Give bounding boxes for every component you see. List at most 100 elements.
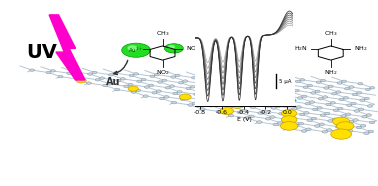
Text: $\mathrm{NO_2}$: $\mathrm{NO_2}$ bbox=[155, 68, 170, 77]
Circle shape bbox=[337, 82, 342, 84]
Circle shape bbox=[175, 74, 180, 77]
Circle shape bbox=[367, 105, 373, 107]
Circle shape bbox=[366, 114, 372, 116]
Circle shape bbox=[320, 114, 325, 117]
Circle shape bbox=[232, 87, 237, 90]
Circle shape bbox=[284, 102, 290, 104]
Circle shape bbox=[360, 99, 365, 102]
Circle shape bbox=[328, 120, 333, 122]
Circle shape bbox=[203, 81, 209, 83]
Circle shape bbox=[245, 82, 250, 85]
Circle shape bbox=[254, 79, 259, 81]
Text: $\mathrm{NH_2}$: $\mathrm{NH_2}$ bbox=[324, 68, 338, 77]
Circle shape bbox=[131, 91, 136, 93]
Circle shape bbox=[229, 105, 235, 108]
Circle shape bbox=[299, 113, 305, 116]
Circle shape bbox=[356, 92, 362, 94]
Circle shape bbox=[226, 98, 231, 100]
Text: 5 μA: 5 μA bbox=[279, 79, 291, 84]
Circle shape bbox=[250, 106, 256, 109]
Circle shape bbox=[296, 106, 302, 108]
Circle shape bbox=[270, 116, 275, 118]
Circle shape bbox=[304, 111, 309, 114]
Circle shape bbox=[115, 88, 120, 91]
Circle shape bbox=[154, 73, 159, 76]
Circle shape bbox=[262, 110, 268, 113]
Circle shape bbox=[263, 101, 269, 104]
Circle shape bbox=[276, 105, 280, 108]
Circle shape bbox=[152, 92, 157, 94]
Circle shape bbox=[258, 77, 263, 80]
Circle shape bbox=[353, 119, 358, 121]
Circle shape bbox=[137, 80, 142, 83]
Circle shape bbox=[196, 75, 201, 77]
Circle shape bbox=[309, 101, 314, 103]
Circle shape bbox=[216, 110, 222, 113]
Text: $\mathrm{H_2N}$: $\mathrm{H_2N}$ bbox=[294, 44, 307, 53]
Text: $\mathrm{CH_3}$: $\mathrm{CH_3}$ bbox=[156, 29, 169, 38]
Circle shape bbox=[164, 96, 169, 98]
Circle shape bbox=[253, 88, 258, 90]
Circle shape bbox=[217, 76, 222, 78]
Circle shape bbox=[76, 78, 86, 83]
Circle shape bbox=[128, 46, 137, 50]
Circle shape bbox=[233, 78, 238, 81]
Text: $\mathrm{O_2N}$: $\mathrm{O_2N}$ bbox=[125, 44, 139, 53]
Circle shape bbox=[231, 102, 244, 108]
Circle shape bbox=[321, 79, 326, 82]
Circle shape bbox=[178, 81, 183, 84]
Circle shape bbox=[330, 102, 335, 104]
Circle shape bbox=[345, 87, 350, 90]
Circle shape bbox=[343, 97, 349, 99]
Circle shape bbox=[201, 99, 206, 101]
Circle shape bbox=[199, 82, 204, 85]
Circle shape bbox=[285, 127, 290, 130]
Circle shape bbox=[218, 92, 224, 95]
Circle shape bbox=[347, 129, 353, 132]
Circle shape bbox=[268, 99, 273, 102]
Circle shape bbox=[351, 102, 356, 105]
Circle shape bbox=[275, 79, 280, 82]
Circle shape bbox=[300, 78, 305, 81]
Circle shape bbox=[307, 84, 313, 87]
Circle shape bbox=[279, 112, 284, 115]
Circle shape bbox=[347, 104, 352, 107]
Circle shape bbox=[324, 87, 329, 89]
Circle shape bbox=[255, 104, 260, 107]
Circle shape bbox=[345, 113, 351, 116]
Circle shape bbox=[185, 96, 190, 99]
Circle shape bbox=[88, 73, 93, 75]
Circle shape bbox=[311, 117, 317, 120]
Circle shape bbox=[237, 76, 242, 79]
Circle shape bbox=[302, 95, 307, 98]
Circle shape bbox=[359, 108, 364, 111]
Circle shape bbox=[172, 101, 177, 104]
Circle shape bbox=[180, 98, 186, 101]
Text: $\mathrm{CH_3}$: $\mathrm{CH_3}$ bbox=[324, 29, 338, 38]
Circle shape bbox=[340, 124, 345, 126]
Circle shape bbox=[129, 74, 134, 77]
Circle shape bbox=[258, 112, 263, 114]
Circle shape bbox=[50, 70, 55, 72]
Circle shape bbox=[190, 86, 195, 88]
Circle shape bbox=[124, 85, 129, 88]
Circle shape bbox=[311, 92, 316, 94]
Circle shape bbox=[273, 89, 279, 91]
Circle shape bbox=[243, 49, 246, 50]
Circle shape bbox=[322, 96, 328, 98]
Text: $\mathrm{Au^{3+}}$: $\mathrm{Au^{3+}}$ bbox=[129, 46, 144, 55]
Circle shape bbox=[314, 125, 320, 127]
Circle shape bbox=[318, 97, 324, 100]
Circle shape bbox=[336, 122, 354, 130]
Circle shape bbox=[352, 93, 357, 96]
Circle shape bbox=[71, 70, 76, 73]
Circle shape bbox=[283, 111, 288, 113]
Circle shape bbox=[197, 45, 212, 52]
FancyArrowPatch shape bbox=[114, 60, 128, 75]
Circle shape bbox=[362, 115, 367, 118]
Circle shape bbox=[213, 103, 218, 105]
Circle shape bbox=[319, 123, 324, 126]
Circle shape bbox=[243, 100, 248, 103]
Circle shape bbox=[192, 102, 197, 105]
Circle shape bbox=[328, 85, 333, 88]
